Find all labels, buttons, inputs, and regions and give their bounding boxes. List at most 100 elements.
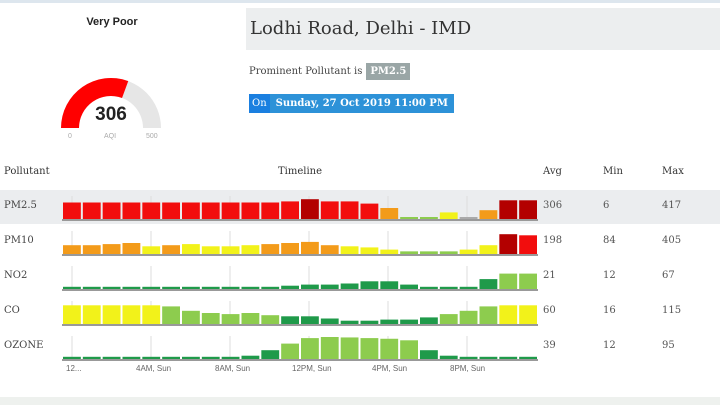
timeline-bar[interactable] — [519, 200, 537, 219]
timeline-bar[interactable] — [340, 246, 359, 254]
timeline-bar[interactable] — [400, 319, 418, 324]
timeline-bar[interactable] — [142, 286, 161, 289]
timeline-bar[interactable] — [499, 305, 518, 324]
timeline-bar[interactable] — [281, 316, 299, 324]
timeline-bar[interactable] — [221, 286, 240, 289]
pollutant-row[interactable]: PM2.5 306 6 417 — [0, 190, 720, 224]
timeline-bar[interactable] — [360, 320, 379, 324]
timeline-bar[interactable] — [479, 210, 498, 219]
timeline-bar[interactable] — [102, 286, 121, 289]
timeline-bar[interactable] — [162, 356, 180, 359]
timeline-bar[interactable] — [82, 286, 101, 289]
timeline-bar[interactable] — [261, 286, 280, 289]
timeline-bar[interactable] — [519, 235, 537, 254]
timeline-bar[interactable] — [122, 286, 141, 289]
timeline-bar[interactable] — [63, 202, 81, 220]
timeline-bar[interactable] — [201, 202, 220, 220]
timeline-bar[interactable] — [241, 245, 260, 254]
timeline-bar[interactable] — [420, 286, 438, 289]
timeline-bar[interactable] — [281, 201, 299, 219]
timeline-bar[interactable] — [261, 244, 280, 254]
timeline-bar[interactable] — [142, 246, 161, 254]
timeline-bar[interactable] — [162, 306, 180, 324]
timeline-bar[interactable] — [459, 217, 478, 219]
pollutant-row[interactable]: OZONE 39 12 95 — [0, 330, 720, 364]
timeline-bar[interactable] — [241, 355, 260, 359]
timeline-bar[interactable] — [400, 251, 418, 254]
timeline-bar[interactable] — [301, 199, 319, 219]
timeline-bar[interactable] — [82, 356, 101, 359]
timeline-bar[interactable] — [439, 355, 458, 359]
timeline-bar[interactable] — [360, 281, 379, 289]
timeline-bar[interactable] — [400, 284, 418, 289]
timeline-bar[interactable] — [340, 201, 359, 219]
timeline-bar[interactable] — [400, 217, 418, 219]
timeline-bar[interactable] — [320, 337, 339, 359]
timeline-bar[interactable] — [439, 251, 458, 254]
timeline-bar[interactable] — [380, 281, 399, 289]
timeline-bar[interactable] — [360, 247, 379, 254]
timeline-bar[interactable] — [459, 286, 478, 289]
timeline-bar[interactable] — [221, 314, 240, 324]
pollutant-row[interactable]: PM10 198 84 405 — [0, 225, 720, 259]
timeline-bar[interactable] — [102, 305, 121, 324]
timeline-bar[interactable] — [301, 338, 319, 359]
timeline-bar[interactable] — [320, 245, 339, 254]
timeline-bar[interactable] — [142, 356, 161, 359]
pollutant-row[interactable]: NO2 21 12 67 — [0, 260, 720, 294]
timeline-bar[interactable] — [162, 202, 180, 220]
timeline-bar[interactable] — [182, 310, 200, 324]
timeline-bar[interactable] — [82, 305, 101, 324]
timeline-bar[interactable] — [420, 251, 438, 254]
timeline-bar[interactable] — [221, 202, 240, 220]
timeline-bar[interactable] — [400, 340, 418, 359]
timeline-bar[interactable] — [241, 286, 260, 289]
timeline-bar[interactable] — [360, 338, 379, 359]
timeline-bar[interactable] — [102, 356, 121, 359]
timeline-bar[interactable] — [439, 314, 458, 324]
timeline-bar[interactable] — [281, 285, 299, 289]
timeline-bar[interactable] — [301, 316, 319, 324]
timeline-bar[interactable] — [261, 315, 280, 324]
timeline-bar[interactable] — [162, 245, 180, 254]
timeline-bar[interactable] — [63, 305, 81, 324]
timeline-bar[interactable] — [182, 244, 200, 254]
timeline-bar[interactable] — [320, 201, 339, 219]
timeline-bar[interactable] — [479, 306, 498, 324]
timeline-bar[interactable] — [281, 243, 299, 254]
timeline-bar[interactable] — [182, 286, 200, 289]
timeline-bar[interactable] — [519, 356, 537, 359]
timeline-bar[interactable] — [439, 212, 458, 219]
timeline-bar[interactable] — [201, 286, 220, 289]
timeline-bar[interactable] — [201, 356, 220, 359]
timeline-bar[interactable] — [499, 234, 518, 254]
timeline-bar[interactable] — [340, 337, 359, 359]
timeline-bar[interactable] — [241, 313, 260, 324]
timeline-bar[interactable] — [340, 320, 359, 324]
timeline-bar[interactable] — [182, 202, 200, 220]
timeline-bar[interactable] — [479, 245, 498, 254]
timeline-bar[interactable] — [320, 318, 339, 325]
timeline-bar[interactable] — [261, 202, 280, 220]
timeline-bar[interactable] — [241, 202, 260, 220]
timeline-bar[interactable] — [459, 310, 478, 324]
timeline-bar[interactable] — [380, 319, 399, 324]
timeline-bar[interactable] — [519, 305, 537, 324]
timeline-bar[interactable] — [380, 208, 399, 219]
timeline-bar[interactable] — [360, 203, 379, 219]
timeline-bar[interactable] — [142, 305, 161, 324]
timeline-bar[interactable] — [420, 217, 438, 219]
timeline-bar[interactable] — [201, 313, 220, 324]
timeline-bar[interactable] — [281, 343, 299, 359]
timeline-bar[interactable] — [459, 356, 478, 359]
timeline-bar[interactable] — [420, 317, 438, 324]
timeline-bar[interactable] — [122, 356, 141, 359]
timeline-bar[interactable] — [320, 284, 339, 289]
timeline-bar[interactable] — [380, 249, 399, 254]
pollutant-row[interactable]: CO 60 16 115 — [0, 295, 720, 329]
timeline-bar[interactable] — [102, 244, 121, 254]
timeline-bar[interactable] — [340, 283, 359, 290]
timeline-bar[interactable] — [63, 356, 81, 359]
timeline-bar[interactable] — [301, 241, 319, 254]
timeline-bar[interactable] — [142, 202, 161, 220]
